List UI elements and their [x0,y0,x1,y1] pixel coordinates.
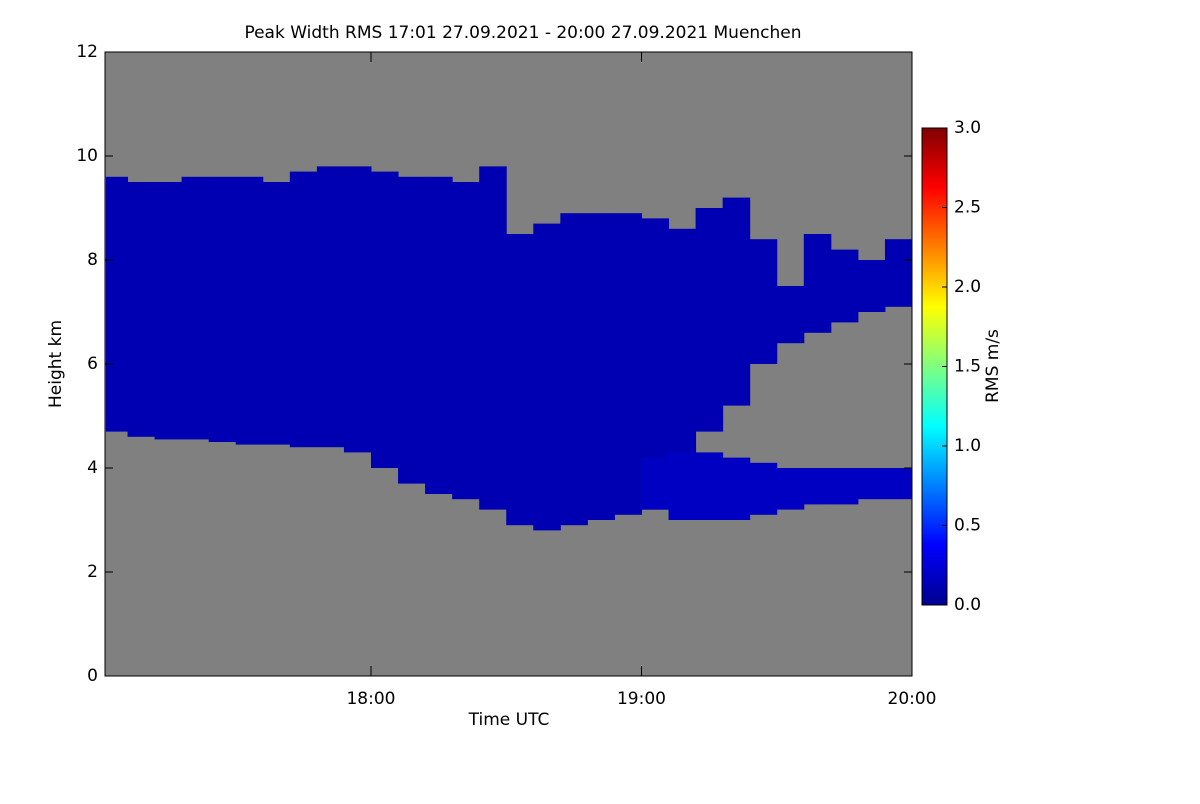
echo-cell [776,286,805,344]
echo-cell [235,176,264,445]
echo-cell [506,234,534,526]
y-axis-label: Height km [46,320,66,408]
echo-cell [533,223,561,531]
echo-cell [695,452,724,520]
echo-cell [479,166,507,510]
y-tick-label: 12 [76,42,98,62]
colorbar-tick-label: 1.5 [954,357,981,377]
echo-cell [289,171,318,448]
x-axis-label: Time UTC [468,710,550,730]
echo-cell [154,182,183,440]
echo-cell [614,213,642,515]
colorbar-tick-label: 0.5 [954,516,981,536]
echo-cell [343,166,372,453]
colorbar-tick-label: 1.0 [954,436,981,456]
echo-cell [105,176,129,432]
echo-cell [722,457,751,520]
plot-area [105,52,913,676]
echo-cell [830,468,859,505]
colorbar-tick-label: 0.0 [954,595,981,615]
echo-cell [425,176,453,495]
colorbar-tick-label: 2.0 [954,277,981,297]
echo-cell [749,462,778,515]
echo-cell [587,213,615,520]
x-tick-label: 19:00 [617,689,666,709]
y-tick-label: 10 [76,146,98,166]
echo-cell [857,260,886,312]
echo-cell [749,239,778,364]
echo-cell [208,176,237,443]
echo-cell [316,166,345,448]
echo-cell [127,182,156,437]
echo-cell [641,457,670,510]
y-tick-label: 0 [87,666,98,686]
colorbar-tick-label: 3.0 [954,118,981,138]
colorbar-label: RMS m/s [983,329,1003,403]
echo-cell [398,176,426,484]
echo-cell [857,468,886,500]
echo-cell [452,182,480,500]
echo-cell [181,176,210,440]
y-tick-label: 8 [87,250,98,270]
y-tick-label: 2 [87,562,98,582]
echo-cell [262,182,291,445]
echo-cell [884,468,913,500]
echo-cell [884,239,913,307]
chart-title: Peak Width RMS 17:01 27.09.2021 - 20:00 … [244,23,801,43]
echo-cell [722,197,751,406]
echo-cell [803,468,832,505]
echo-cell [668,228,697,458]
x-tick-label: 18:00 [346,689,395,709]
echo-cell [560,213,588,526]
echo-cell [803,234,832,333]
echo-cell [695,208,724,432]
y-tick-label: 4 [87,458,98,478]
echo-cell [830,249,859,323]
echo-cell [776,468,805,510]
echo-cell [370,171,399,468]
y-tick-label: 6 [87,354,98,374]
colorbar-tick-label: 2.5 [954,198,981,218]
echo-cell [668,452,697,520]
x-tick-label: 20:00 [888,689,937,709]
